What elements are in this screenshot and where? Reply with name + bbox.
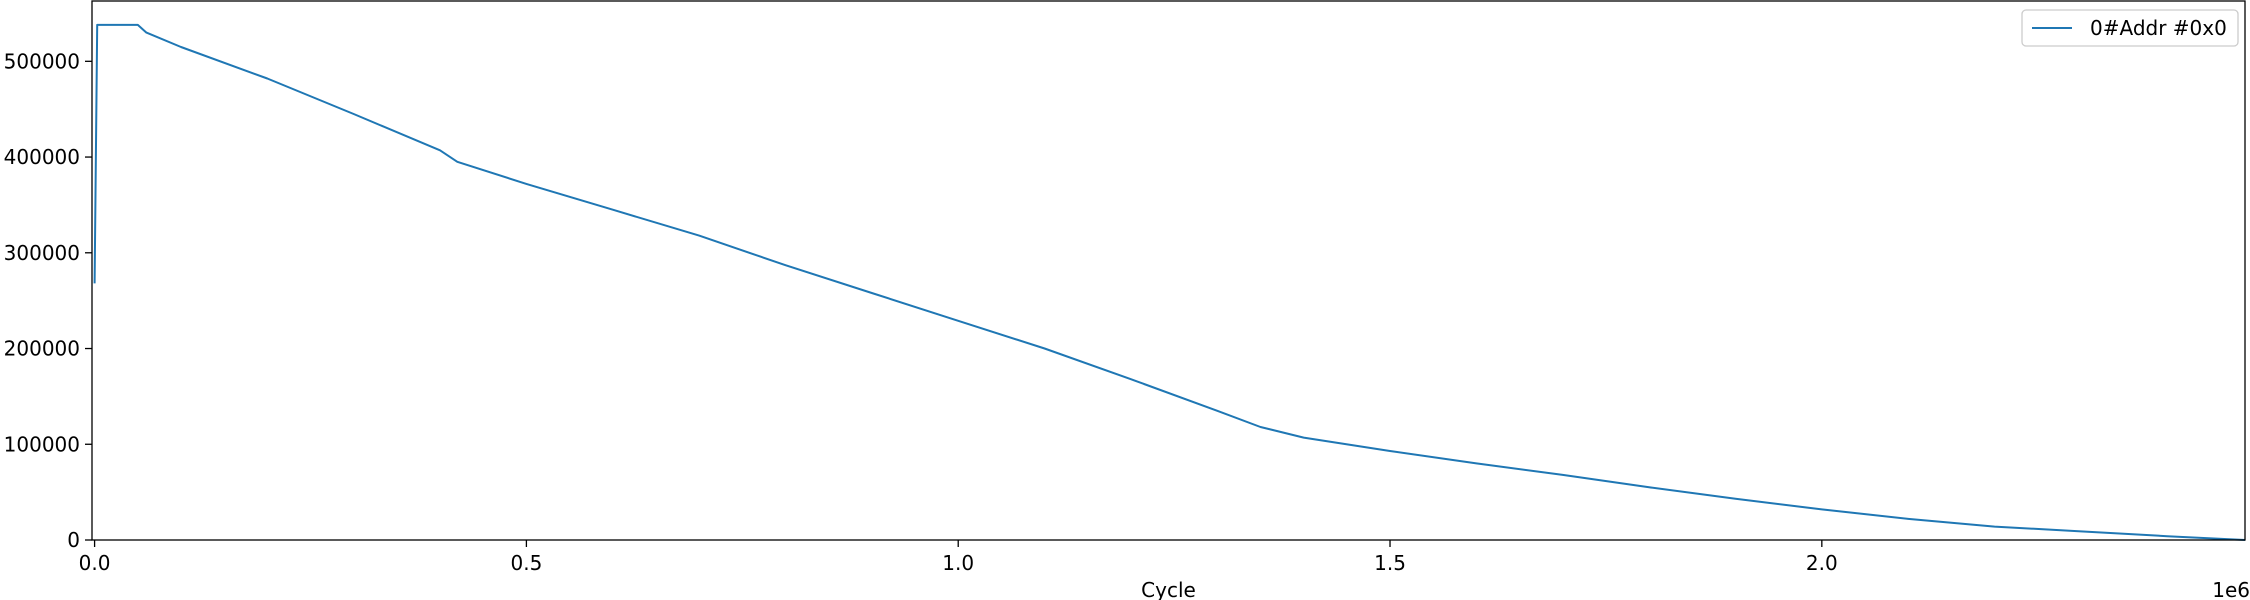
x-axis-offset-label: 1e6 bbox=[2212, 578, 2250, 600]
legend-label: 0#Addr #0x0 bbox=[2090, 16, 2227, 40]
x-tick-label: 1.0 bbox=[942, 551, 974, 575]
y-tick-label: 0 bbox=[67, 528, 80, 552]
legend-box bbox=[2021, 9, 2239, 47]
y-axis-ticks: 0 100000 200000 300000 400000 500000 bbox=[4, 49, 92, 552]
x-axis-label: Cycle bbox=[1141, 578, 1196, 600]
x-tick-label: 1.5 bbox=[1374, 551, 1406, 575]
y-tick-label: 500000 bbox=[4, 49, 80, 73]
y-tick-label: 300000 bbox=[4, 241, 80, 265]
y-tick-label: 100000 bbox=[4, 432, 80, 456]
legend: 0#Addr #0x0 bbox=[2021, 9, 2239, 47]
y-tick-label: 400000 bbox=[4, 145, 80, 169]
x-axis-ticks: 0.0 0.5 1.0 1.5 2.0 bbox=[79, 540, 1838, 575]
x-tick-label: 0.5 bbox=[510, 551, 542, 575]
series-line bbox=[93, 23, 2246, 541]
x-tick-label: 2.0 bbox=[1806, 551, 1838, 575]
plot-frame bbox=[91, 0, 2246, 541]
y-tick-label: 200000 bbox=[4, 337, 80, 361]
x-tick-label: 0.0 bbox=[79, 551, 111, 575]
plot-layer bbox=[93, 23, 2246, 541]
